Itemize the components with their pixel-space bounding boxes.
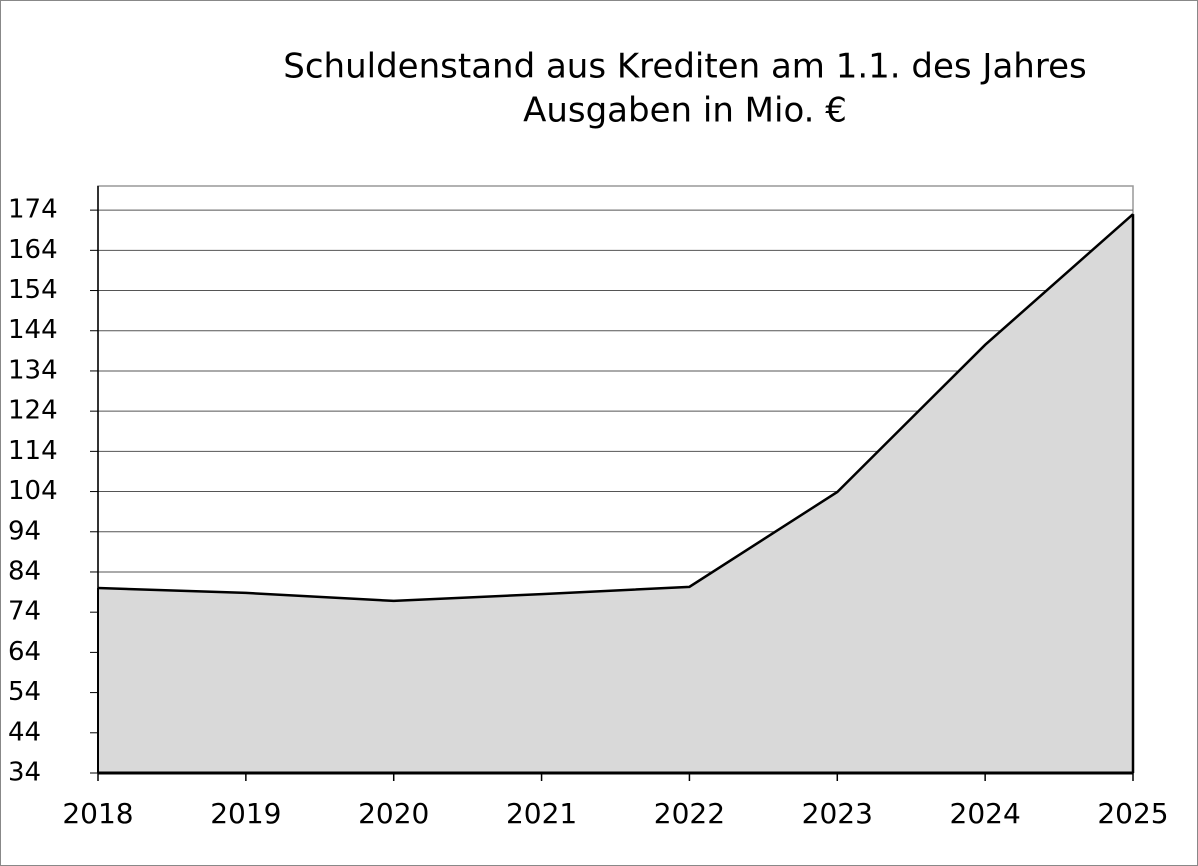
chart-title: Schuldenstand aus Krediten am 1.1. des J… xyxy=(283,47,1086,87)
x-tick-label: 2019 xyxy=(210,797,281,830)
x-tick-label: 2023 xyxy=(802,797,873,830)
y-tick-label: 134 xyxy=(8,355,58,385)
area xyxy=(98,214,1133,774)
x-tick-label: 2025 xyxy=(1097,797,1168,830)
y-tick-label: 164 xyxy=(8,235,58,265)
x-tick-label: 2024 xyxy=(950,797,1021,830)
y-tick-label: 124 xyxy=(8,396,58,426)
line xyxy=(97,213,1134,603)
x-tick-label: 2022 xyxy=(654,797,725,830)
x-tick-label: 2018 xyxy=(62,797,133,830)
y-tick-label: 44 xyxy=(8,717,41,747)
y-tick-label: 154 xyxy=(8,275,58,305)
y-tick-label: 54 xyxy=(8,677,41,707)
y-tick-label: 104 xyxy=(8,476,58,506)
x-tick-label: 2020 xyxy=(358,797,429,830)
chart-subtitle: Ausgaben in Mio. € xyxy=(523,91,847,131)
y-tick-label: 114 xyxy=(8,436,58,466)
y-tick-label: 74 xyxy=(8,597,41,627)
y-tick-label: 64 xyxy=(8,637,41,667)
x-tick-label: 2021 xyxy=(506,797,577,830)
y-tick-label: 84 xyxy=(8,556,41,586)
y-tick-label: 34 xyxy=(8,758,41,788)
y-tick-label: 174 xyxy=(8,195,58,225)
y-tick-label: 94 xyxy=(8,516,41,546)
y-tick-label: 144 xyxy=(8,315,58,345)
